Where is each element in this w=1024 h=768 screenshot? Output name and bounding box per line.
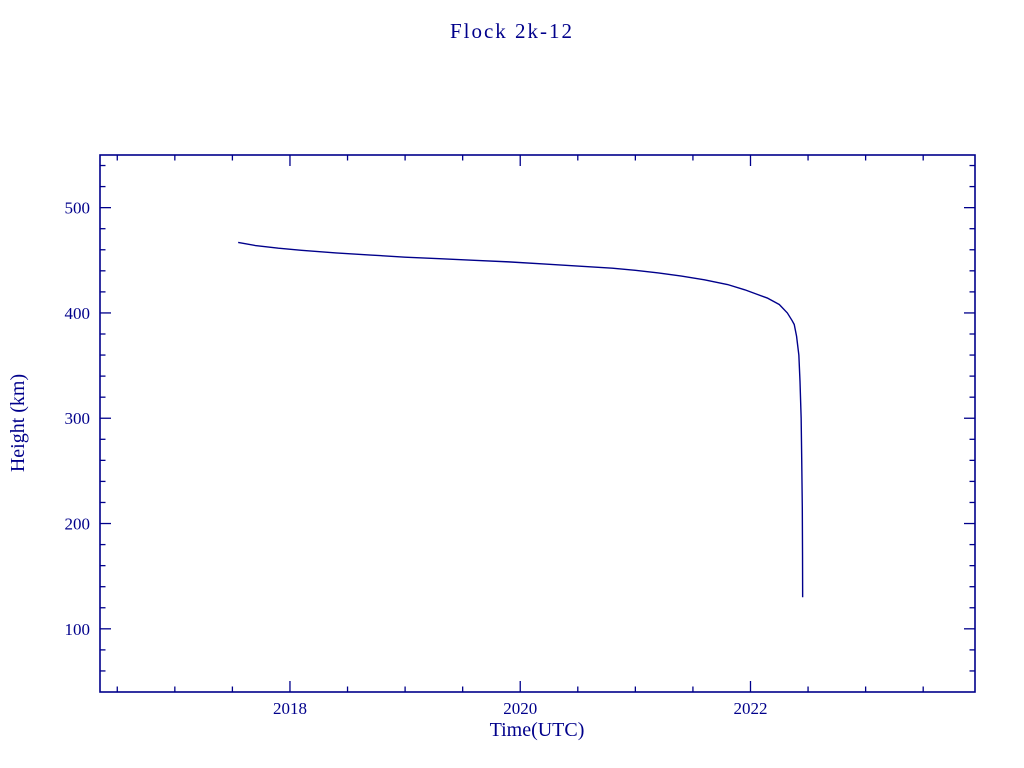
height-decay-line [238, 241, 804, 598]
y-tick-label: 300 [65, 409, 91, 428]
y-tick-label: 500 [65, 199, 91, 218]
x-tick-label: 2022 [733, 699, 767, 718]
x-tick-label: 2020 [503, 699, 537, 718]
plot-frame [99, 154, 976, 693]
y-tick-label: 200 [65, 515, 91, 534]
x-tick-label: 2018 [273, 699, 307, 718]
y-axis-label: Height (km) [7, 374, 29, 472]
chart-title: Flock 2k-12 [450, 19, 574, 43]
y-tick-label: 100 [65, 620, 91, 639]
plot-area: 2018 2020 2022 100 200 300 400 500 [65, 154, 976, 718]
y-tick-label: 400 [65, 304, 91, 323]
x-axis-label: Time(UTC) [490, 719, 585, 741]
